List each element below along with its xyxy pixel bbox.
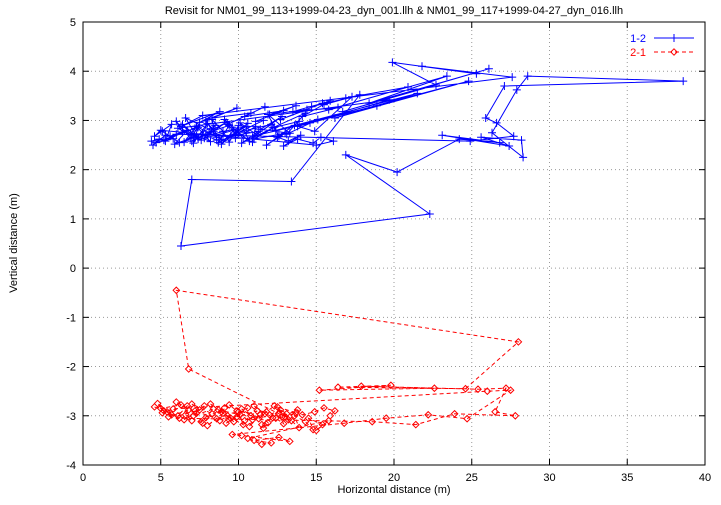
legend-sample-marker <box>670 34 678 42</box>
svg-text:-2: -2 <box>66 362 76 374</box>
series-line <box>154 289 520 445</box>
svg-text:30: 30 <box>543 472 555 484</box>
svg-text:20: 20 <box>388 472 400 484</box>
legend: 1-22-1 <box>630 33 694 59</box>
svg-text:15: 15 <box>310 472 322 484</box>
y-tick-labels: -4 -3 -2 -1 0 1 2 3 4 5 <box>66 17 76 472</box>
tick-marks <box>82 21 706 466</box>
series-1-2 <box>147 58 688 250</box>
series-markers <box>147 58 688 250</box>
chart-title: Revisit for NM01_99_113+1999-04-23_dyn_0… <box>164 5 624 17</box>
svg-text:2: 2 <box>70 165 76 177</box>
svg-text:5: 5 <box>158 472 164 484</box>
series-2-1 <box>150 286 523 449</box>
svg-text:-3: -3 <box>66 411 76 423</box>
svg-text:-4: -4 <box>66 460 76 472</box>
svg-text:-1: -1 <box>66 312 76 324</box>
legend-label: 2-1 <box>630 47 646 59</box>
series-markers <box>150 286 523 449</box>
svg-text:4: 4 <box>70 66 76 78</box>
svg-text:0: 0 <box>70 263 76 275</box>
legend-sample-marker <box>670 48 678 56</box>
svg-text:1: 1 <box>70 214 76 226</box>
svg-text:3: 3 <box>70 115 76 127</box>
x-tick-labels: 0 5 10 15 20 25 30 35 40 <box>80 472 711 484</box>
svg-text:5: 5 <box>70 17 76 29</box>
legend-label: 1-2 <box>630 33 646 45</box>
svg-text:40: 40 <box>699 472 711 484</box>
svg-text:25: 25 <box>466 472 478 484</box>
svg-text:10: 10 <box>232 472 244 484</box>
svg-text:0: 0 <box>80 472 86 484</box>
svg-text:35: 35 <box>621 472 633 484</box>
x-axis-label: Horizontal distance (m) <box>337 484 451 496</box>
